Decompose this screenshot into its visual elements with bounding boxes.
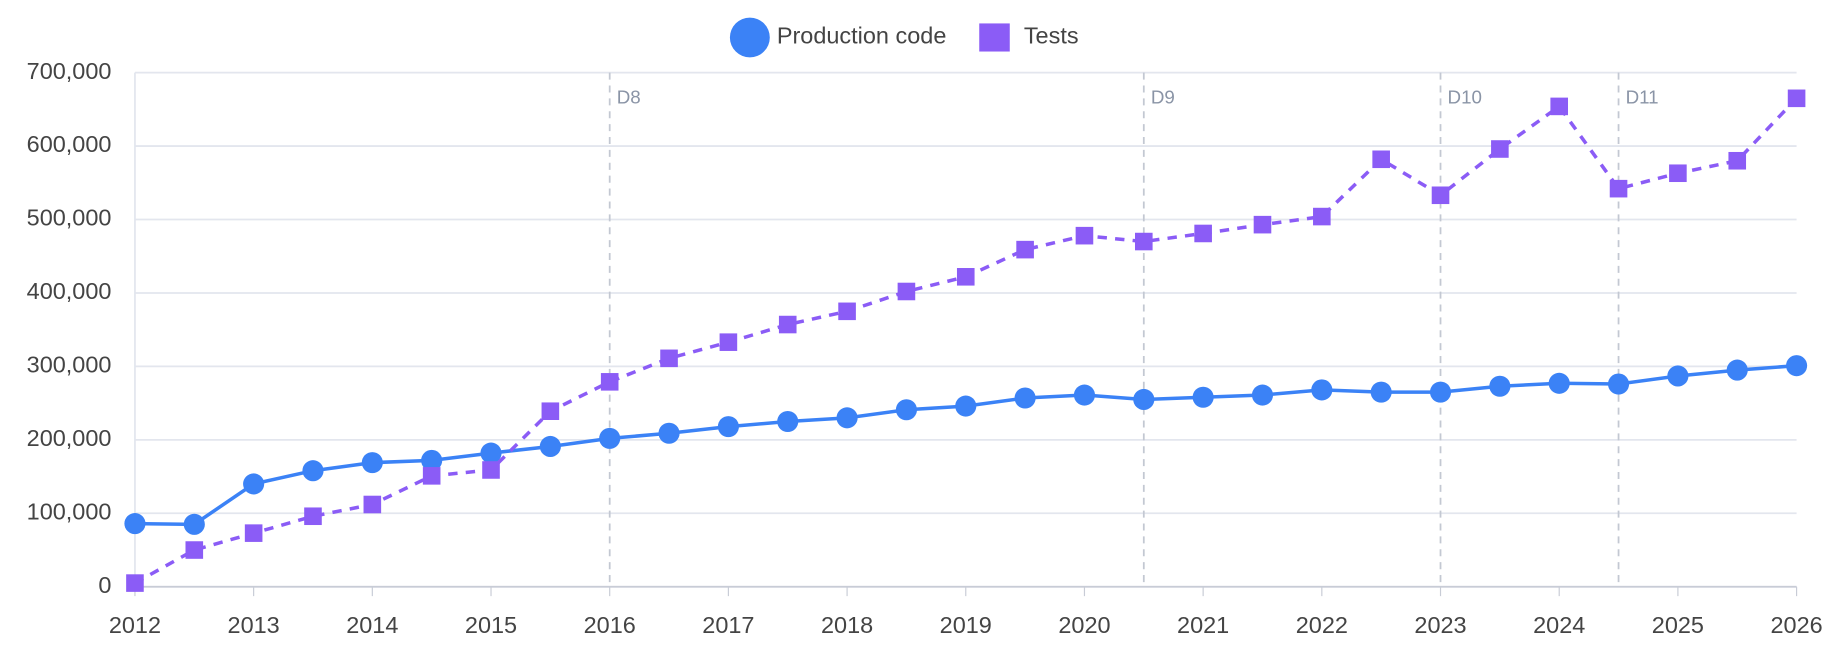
point	[717, 416, 739, 438]
point	[600, 373, 619, 391]
point	[1550, 97, 1569, 116]
point	[1609, 179, 1628, 198]
legend-label: Tests	[1024, 23, 1079, 49]
point	[1489, 375, 1511, 397]
point	[660, 349, 678, 368]
x-tick-label: 2016	[584, 612, 636, 638]
point	[422, 467, 441, 485]
point	[539, 435, 561, 458]
point	[1253, 215, 1272, 234]
point	[243, 473, 265, 495]
point	[304, 507, 322, 526]
x-tick-label: 2020	[1058, 612, 1110, 638]
point	[361, 452, 383, 474]
x-tick-label: 2025	[1652, 612, 1704, 638]
y-tick-label: 500,000	[27, 205, 112, 231]
point	[183, 513, 205, 535]
x-tick-label: 2014	[346, 612, 398, 638]
point	[956, 268, 975, 286]
point	[1313, 207, 1331, 226]
point	[302, 460, 324, 482]
x-tick-label: 2015	[465, 612, 517, 638]
point	[1134, 232, 1153, 251]
point	[1073, 384, 1096, 406]
legend-marker	[979, 23, 1010, 52]
x-tick-label: 2012	[109, 612, 161, 638]
point	[895, 399, 917, 421]
y-tick-label: 700,000	[27, 58, 112, 84]
x-tick-label: 2017	[702, 612, 754, 638]
y-tick-label: 0	[98, 572, 111, 598]
point	[955, 395, 977, 417]
y-tick-label: 600,000	[27, 131, 112, 157]
x-tick-label: 2019	[940, 612, 992, 638]
point	[124, 513, 146, 535]
x-tick-label: 2026	[1770, 612, 1822, 638]
point	[1251, 384, 1274, 406]
point	[1787, 89, 1806, 108]
point	[1133, 388, 1155, 411]
point	[1014, 387, 1036, 409]
y-tick-label: 400,000	[27, 278, 112, 304]
point	[658, 422, 680, 444]
point	[1194, 224, 1212, 243]
point	[1016, 240, 1034, 259]
annotation-label: D10	[1448, 86, 1482, 107]
point	[1667, 365, 1689, 387]
point	[1726, 359, 1748, 381]
point	[838, 302, 856, 321]
y-tick-label: 100,000	[27, 499, 112, 525]
x-tick-label: 2022	[1296, 612, 1348, 638]
point	[778, 315, 797, 334]
point	[363, 495, 382, 514]
x-tick-label: 2013	[228, 612, 280, 638]
point	[777, 410, 799, 433]
point	[1431, 186, 1450, 205]
point	[244, 524, 263, 542]
x-tick-label: 2023	[1414, 612, 1466, 638]
point	[1728, 151, 1747, 170]
point	[1491, 140, 1509, 158]
point	[541, 402, 560, 420]
point	[897, 282, 916, 301]
annotation-label: D9	[1151, 86, 1175, 107]
point	[482, 461, 500, 479]
legend-label: Production code	[777, 23, 947, 49]
point	[480, 442, 502, 464]
x-tick-label: 2024	[1533, 612, 1585, 638]
x-tick-label: 2021	[1177, 612, 1229, 638]
y-tick-label: 200,000	[27, 425, 112, 451]
point	[126, 574, 144, 592]
point	[1669, 164, 1687, 183]
x-tick-label: 2018	[821, 612, 873, 638]
point	[1429, 381, 1452, 403]
point	[1075, 226, 1094, 245]
point	[1786, 355, 1808, 377]
y-tick-label: 300,000	[27, 352, 112, 378]
legend-marker	[729, 17, 770, 58]
point	[1372, 150, 1390, 169]
point	[1370, 381, 1392, 403]
point	[1548, 372, 1570, 394]
point	[719, 333, 738, 351]
annotation-label: D8	[617, 86, 641, 107]
point	[185, 541, 204, 559]
point	[421, 449, 443, 471]
point	[1192, 386, 1214, 408]
series-line	[134, 97, 1798, 585]
point	[836, 407, 858, 429]
point	[1607, 373, 1630, 395]
point	[1311, 379, 1333, 401]
point	[599, 427, 621, 449]
annotation-label: D11	[1626, 86, 1659, 107]
